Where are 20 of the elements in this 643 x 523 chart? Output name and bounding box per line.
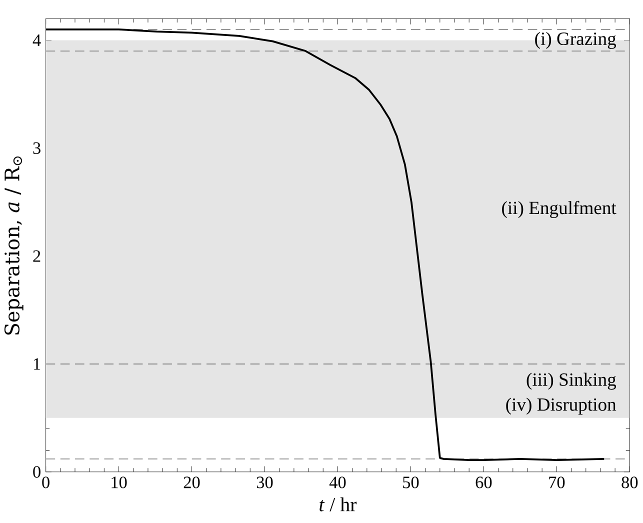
x-tick-label: 70 (549, 476, 565, 488)
annotation: (iv) Disruption (506, 398, 616, 415)
y-tick-label: 1 (34, 358, 40, 370)
x-tick-label: 40 (329, 476, 346, 488)
annotation: (ii) Engulfment (502, 201, 616, 218)
x-tick-label: 50 (403, 476, 419, 488)
y-axis-title: Separation, a / R$_{⊙}$ (4, 156, 24, 335)
x-tick-label: 30 (256, 476, 273, 488)
x-tick-label: 20 (184, 476, 200, 488)
annotation: (i) Grazing (535, 32, 616, 50)
x-tick-label: 10 (112, 476, 127, 488)
y-tick-label: 0 (33, 466, 40, 478)
y-tick-label: 2 (33, 250, 40, 262)
x-tick-label: 60 (476, 476, 492, 488)
x-tick-label: 0 (42, 476, 50, 488)
y-tick-label: 4 (32, 34, 41, 46)
y-tick-label: 3 (33, 142, 40, 154)
x-axis-title: t / hr (320, 498, 357, 512)
x-tick-label: 80 (622, 476, 638, 488)
annotation: (iii) Sinking (526, 372, 616, 390)
